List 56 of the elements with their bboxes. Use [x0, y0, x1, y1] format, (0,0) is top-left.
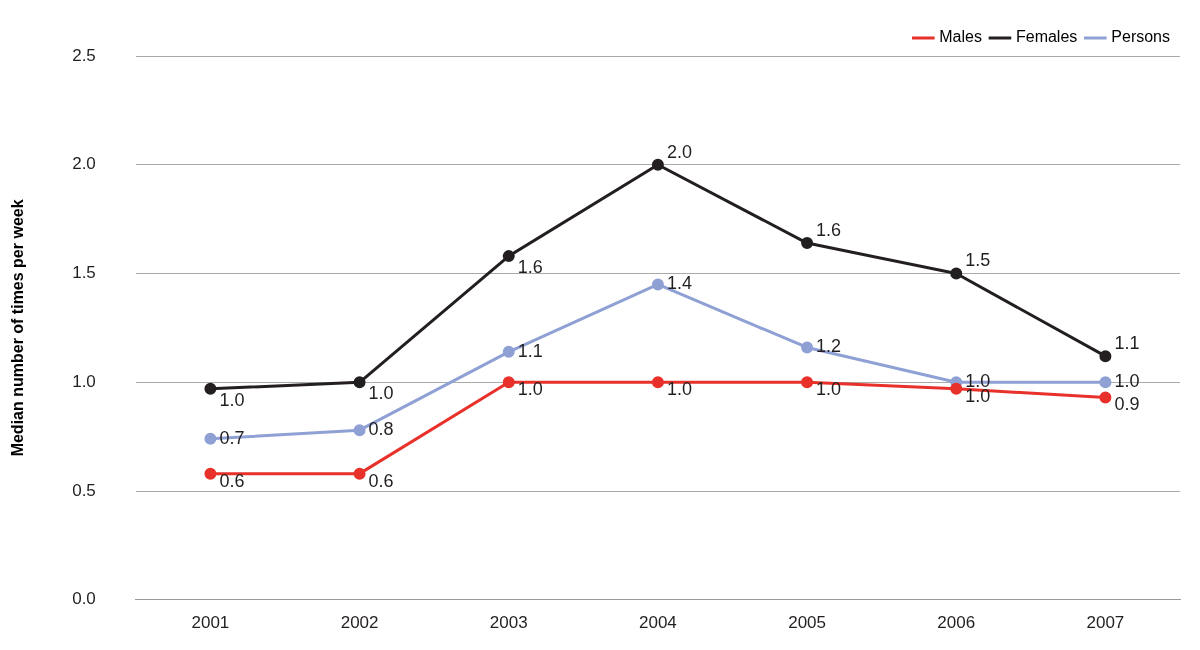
- point: [353, 424, 366, 437]
- data-label: 1.6: [816, 220, 842, 241]
- data-label: 0.8: [368, 419, 394, 440]
- point: [1099, 376, 1112, 389]
- y-tick-label: 1.0: [72, 371, 96, 391]
- point: [1099, 350, 1112, 363]
- x-tick-label: 2003: [489, 612, 528, 632]
- data-label: 0.7: [219, 427, 245, 448]
- data-label: 1.0: [1114, 371, 1140, 392]
- x-tick-label: 2002: [340, 612, 379, 632]
- data-label: 1.5: [965, 250, 991, 271]
- y-tick-label: 0.0: [72, 589, 96, 609]
- data-label: 1.1: [517, 340, 543, 361]
- x-tick-label: 2004: [639, 612, 677, 632]
- point: [502, 250, 515, 263]
- point: [950, 382, 963, 395]
- point: [651, 158, 664, 171]
- legend-label: Males: [939, 28, 982, 46]
- y-axis-title: Median number of times per week: [9, 199, 27, 457]
- data-label: 0.9: [1114, 394, 1140, 415]
- data-label: 0.6: [368, 470, 394, 491]
- data-label: 1.0: [219, 389, 245, 410]
- point: [651, 376, 664, 389]
- point: [950, 267, 963, 280]
- point: [353, 376, 366, 389]
- data-label: 1.2: [816, 336, 842, 357]
- point: [204, 382, 217, 395]
- point: [801, 376, 814, 389]
- data-label: 1.0: [517, 379, 543, 400]
- x-tick-label: 2007: [1086, 612, 1125, 632]
- y-tick-label: 2.0: [72, 154, 96, 174]
- point: [353, 467, 366, 480]
- point: [801, 341, 814, 354]
- y-tick-label: 2.5: [72, 45, 96, 65]
- data-label: 1.6: [517, 257, 543, 278]
- data-label: 1.4: [666, 273, 692, 294]
- x-tick-label: 2006: [937, 612, 976, 632]
- y-tick-label: 0.5: [72, 480, 96, 500]
- x-tick-label: 2005: [788, 612, 826, 632]
- data-label: 1.0: [368, 383, 394, 404]
- data-label: 1.1: [1114, 333, 1140, 354]
- data-label: 2.0: [666, 141, 692, 162]
- point: [502, 376, 515, 389]
- x-tick-label: 2001: [191, 612, 230, 632]
- legend-label: Persons: [1111, 28, 1171, 46]
- point: [651, 278, 664, 291]
- point: [1099, 391, 1112, 404]
- point: [801, 237, 814, 250]
- data-label: 1.0: [666, 379, 692, 400]
- point: [204, 467, 217, 480]
- y-tick-label: 1.5: [72, 263, 96, 283]
- data-label: 1.0: [816, 379, 842, 400]
- point: [204, 432, 217, 445]
- point: [502, 345, 515, 358]
- data-label: 0.6: [219, 470, 245, 491]
- legend-label: Females: [1015, 28, 1078, 46]
